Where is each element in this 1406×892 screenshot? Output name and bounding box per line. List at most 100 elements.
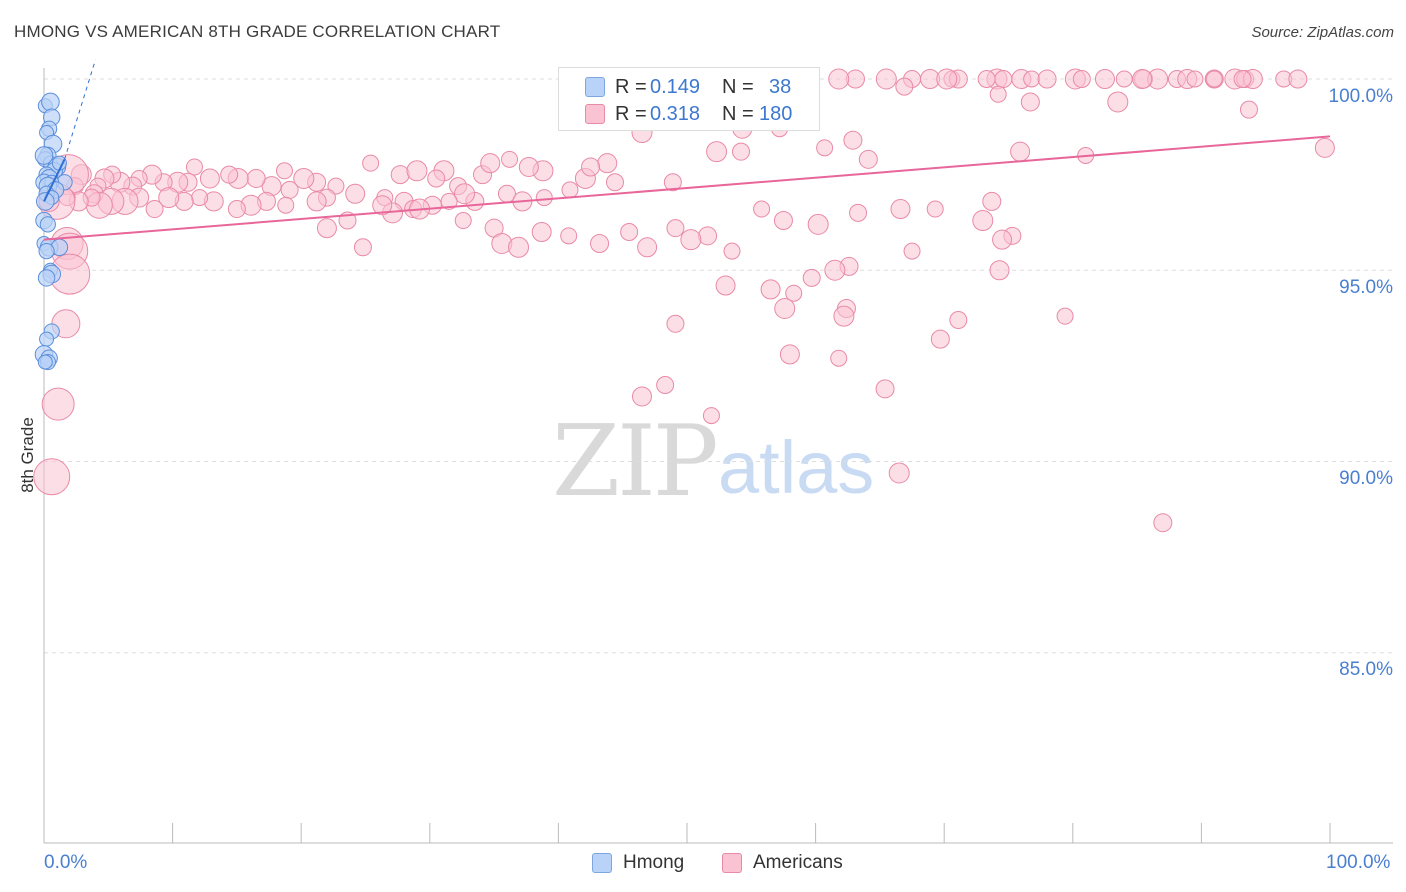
americans-point [698, 226, 718, 246]
americans-point [280, 180, 299, 199]
americans-r-label: R = [615, 103, 647, 125]
hmong-r-value: 0.149 [650, 76, 701, 98]
hmong-r-label: R = [615, 76, 647, 98]
americans-point [535, 189, 553, 207]
americans-point [1056, 307, 1074, 325]
americans-point [666, 219, 685, 238]
stats-legend: R = 0.149 N = 38 R = 0.318 N = 180 [558, 67, 820, 131]
americans-point [926, 200, 944, 218]
americans-point [518, 156, 539, 177]
x-tick-label-100: 100.0% [1326, 852, 1391, 873]
gridlines [44, 78, 1393, 654]
americans-point [454, 183, 476, 205]
americans-point [605, 173, 624, 192]
americans-point [816, 139, 834, 157]
americans-point [1020, 92, 1040, 112]
americans-n-value: 180 [759, 103, 793, 125]
source-label: Source: ZipAtlas.com [1251, 24, 1394, 41]
americans-point [306, 191, 327, 212]
hmong-points [34, 92, 73, 371]
y-tick-label-90: 90.0% [1339, 468, 1393, 489]
americans-point [1288, 69, 1308, 89]
americans-point [1107, 91, 1129, 113]
americans-point [732, 142, 751, 161]
americans-point [637, 237, 658, 258]
americans-point [858, 149, 878, 169]
americans-point [936, 68, 958, 90]
americans-points [33, 68, 1335, 533]
americans-point [773, 211, 793, 231]
americans-point [807, 213, 829, 235]
americans-point [1010, 141, 1031, 162]
americans-point [1115, 70, 1133, 88]
watermark-atlas: atlas [718, 426, 875, 509]
americans-point [1314, 137, 1335, 158]
hmong-point [35, 192, 55, 211]
americans-point [833, 305, 855, 327]
hmong-point [38, 243, 55, 260]
americans-point [1233, 70, 1252, 88]
americans-point [1132, 69, 1153, 89]
bottom-legend-hmong: Hmong [623, 852, 685, 873]
americans-point [316, 218, 337, 239]
americans-point [888, 462, 910, 484]
americans-point [903, 242, 921, 260]
hmong-trend-extension [64, 59, 96, 160]
americans-point [480, 153, 501, 174]
americans-point [843, 130, 863, 150]
y-tick-label-85: 85.0% [1339, 659, 1393, 680]
bottom-legend-americans: Americans [753, 852, 843, 873]
americans-point [1205, 70, 1223, 88]
hmong-n-label: N = [722, 76, 754, 98]
americans-point [199, 168, 220, 189]
americans-point [824, 259, 846, 281]
y-axis-label: 8th Grade [18, 417, 37, 493]
americans-point [715, 275, 736, 296]
americans-point [191, 189, 209, 207]
americans-point [982, 191, 1002, 211]
americans-point [406, 160, 428, 182]
americans-point [830, 349, 848, 367]
americans-point [849, 203, 868, 222]
americans-point [1186, 70, 1204, 88]
americans-r-value: 0.318 [650, 103, 701, 125]
americans-point [1153, 513, 1173, 533]
americans-point [508, 236, 530, 258]
americans-point [930, 329, 950, 349]
americans-point [561, 181, 579, 199]
americans-point [227, 200, 246, 219]
americans-point [454, 212, 472, 230]
americans-point [949, 310, 968, 329]
americans-point [1023, 70, 1041, 88]
americans-point [362, 154, 380, 172]
americans-point [440, 192, 458, 210]
americans-point [581, 157, 601, 177]
americans-point [372, 195, 393, 216]
americans-point [989, 260, 1010, 281]
americans-point [275, 162, 293, 180]
americans-point [145, 200, 164, 219]
hmong-n-value: 38 [769, 76, 792, 98]
americans-point [723, 242, 741, 260]
hmong-point [37, 354, 53, 370]
americans-point [427, 169, 446, 188]
americans-point [702, 407, 720, 425]
americans-point [663, 173, 682, 192]
hmong-point [39, 216, 56, 233]
x-tick-label-0: 0.0% [44, 852, 88, 873]
americans-point [590, 233, 610, 253]
hmong-swatch [585, 77, 605, 97]
americans-point [293, 167, 315, 189]
americans-point [972, 210, 994, 232]
americans-point [802, 268, 821, 287]
americans-point [890, 199, 911, 220]
americans-n-label: N = [722, 103, 754, 125]
americans-point [706, 141, 728, 163]
americans-point [353, 238, 372, 257]
americans-point [992, 229, 1013, 250]
hmong-point [34, 146, 54, 165]
americans-point [185, 158, 203, 176]
americans-point [785, 284, 803, 302]
americans-point [828, 68, 850, 90]
